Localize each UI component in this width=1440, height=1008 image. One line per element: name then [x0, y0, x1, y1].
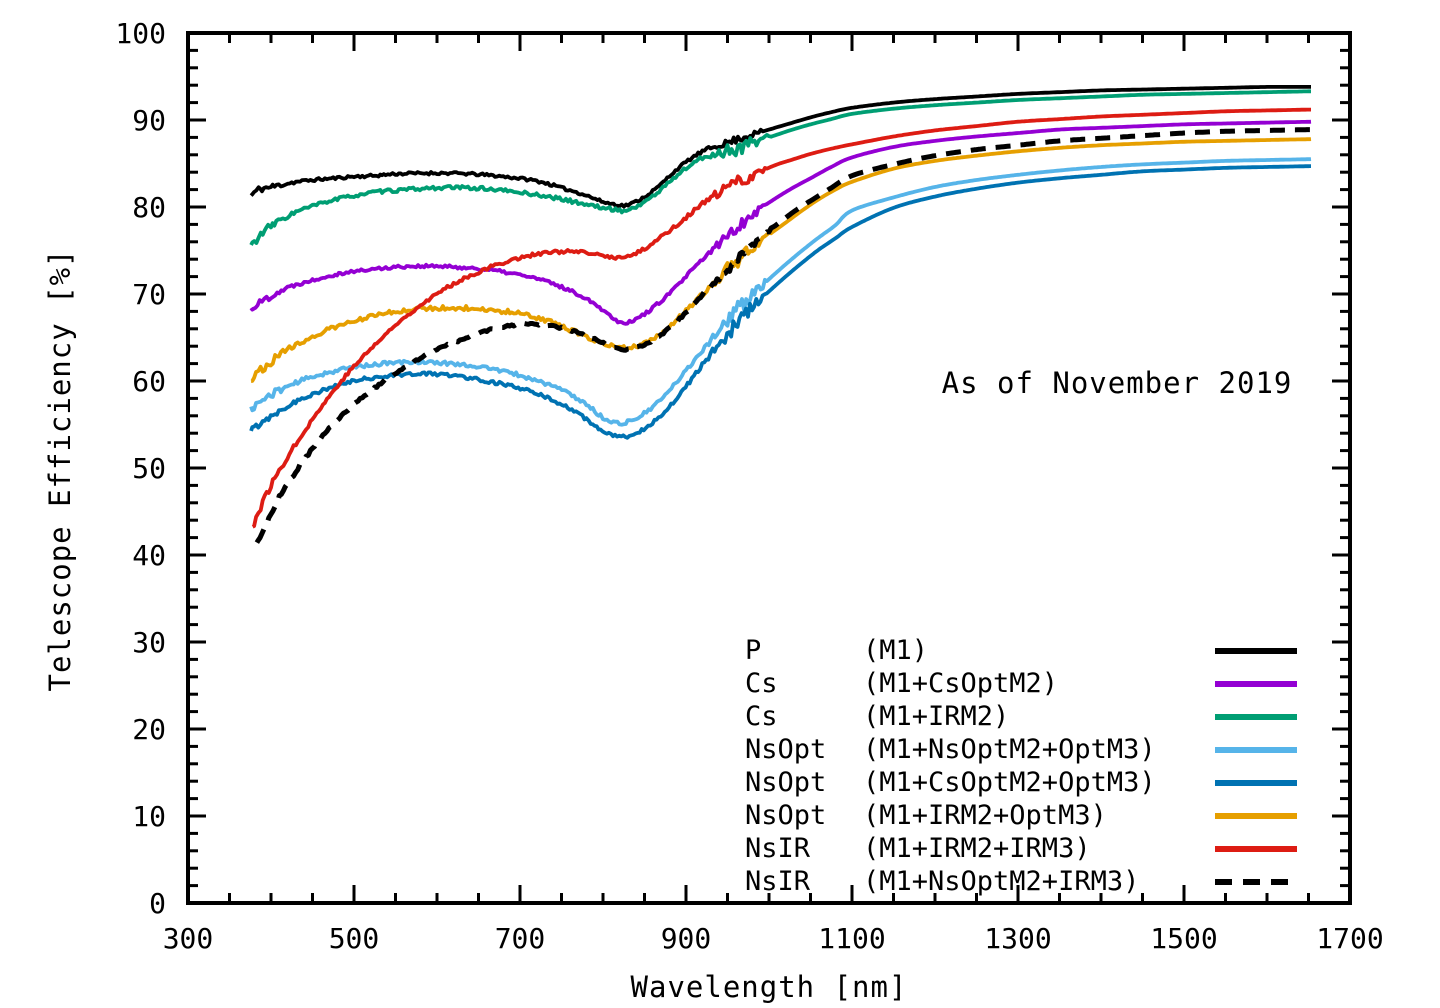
y-tick-label: 60 [132, 365, 166, 398]
legend-line-swatch [1215, 879, 1297, 885]
series-curve-6 [251, 107, 1312, 529]
legend-series-desc: (M1+NsOptM2+OptM3) [863, 734, 1156, 765]
y-tick-label: 80 [132, 191, 166, 224]
legend-item: P (M1) [745, 634, 1297, 667]
series-curve-2 [249, 89, 1312, 246]
legend-series-name: NsIR [745, 866, 811, 897]
legend-line-swatch [1215, 714, 1297, 720]
x-tick-label: 500 [329, 922, 380, 955]
series-curve-1 [249, 119, 1312, 326]
y-tick-label: 0 [149, 887, 166, 920]
legend-series-desc: (M1) [863, 635, 929, 666]
y-tick-label: 30 [132, 626, 166, 659]
legend-item: Cs (M1+IRM2) [745, 700, 1297, 733]
legend-series-name: Cs [745, 668, 778, 699]
y-tick-label: 100 [115, 17, 166, 50]
y-tick-label: 50 [132, 452, 166, 485]
legend-series-name: NsOpt [745, 767, 827, 798]
legend-series-desc: (M1+IRM2+IRM3) [863, 833, 1091, 864]
legend-series-desc: (M1+CsOptM2) [863, 668, 1059, 699]
series-curve-5 [250, 137, 1312, 383]
legend-item: NsIR (M1+NsOptM2+IRM3) [745, 865, 1297, 898]
series-curve-7 [254, 127, 1313, 544]
x-tick-label: 900 [661, 922, 712, 955]
x-tick-label: 1100 [818, 922, 885, 955]
legend-series-desc: (M1+NsOptM2+IRM3) [863, 866, 1140, 897]
legend-line-swatch [1215, 780, 1297, 786]
series-curve-4 [249, 164, 1312, 440]
legend-item: NsIR (M1+IRM2+IRM3) [745, 832, 1297, 865]
y-tick-label: 10 [132, 800, 166, 833]
x-tick-label: 1700 [1316, 922, 1383, 955]
legend-item: NsOpt (M1+CsOptM2+OptM3) [745, 766, 1297, 799]
legend-item: NsOpt (M1+IRM2+OptM3) [745, 799, 1297, 832]
y-axis-label: Telescope Efficiency [%] [43, 248, 77, 692]
legend-line-swatch [1215, 846, 1297, 852]
series-curve-3 [249, 157, 1312, 427]
legend-series-desc: (M1+CsOptM2+OptM3) [863, 767, 1156, 798]
legend-series-name: NsOpt [745, 800, 827, 831]
x-tick-label: 1300 [984, 922, 1051, 955]
legend: P (M1) Cs (M1+CsOptM2) Cs (M1+IRM2) NsOpt (M… [745, 634, 1297, 898]
legend-line-swatch [1215, 681, 1297, 687]
legend-series-name: P [745, 635, 762, 666]
legend-series-desc: (M1+IRM2+OptM3) [863, 800, 1107, 831]
y-tick-label: 70 [132, 278, 166, 311]
x-tick-label: 700 [495, 922, 546, 955]
annotation-text: As of November 2019 [941, 366, 1293, 400]
legend-line-swatch [1215, 813, 1297, 819]
legend-series-desc: (M1+IRM2) [863, 701, 1010, 732]
y-tick-label: 90 [132, 104, 166, 137]
legend-line-swatch [1215, 648, 1297, 654]
legend-item: NsOpt (M1+NsOptM2+OptM3) [745, 733, 1297, 766]
legend-line-swatch [1215, 747, 1297, 753]
x-tick-label: 300 [163, 922, 214, 955]
series-curve-0 [249, 85, 1312, 209]
legend-series-name: Cs [745, 701, 778, 732]
y-tick-label: 20 [132, 713, 166, 746]
y-tick-label: 40 [132, 539, 166, 572]
x-axis-label: Wavelength [nm] [630, 970, 908, 1004]
legend-series-name: NsOpt [745, 734, 827, 765]
legend-series-name: NsIR [745, 833, 811, 864]
x-tick-label: 1500 [1150, 922, 1217, 955]
legend-item: Cs (M1+CsOptM2) [745, 667, 1297, 700]
